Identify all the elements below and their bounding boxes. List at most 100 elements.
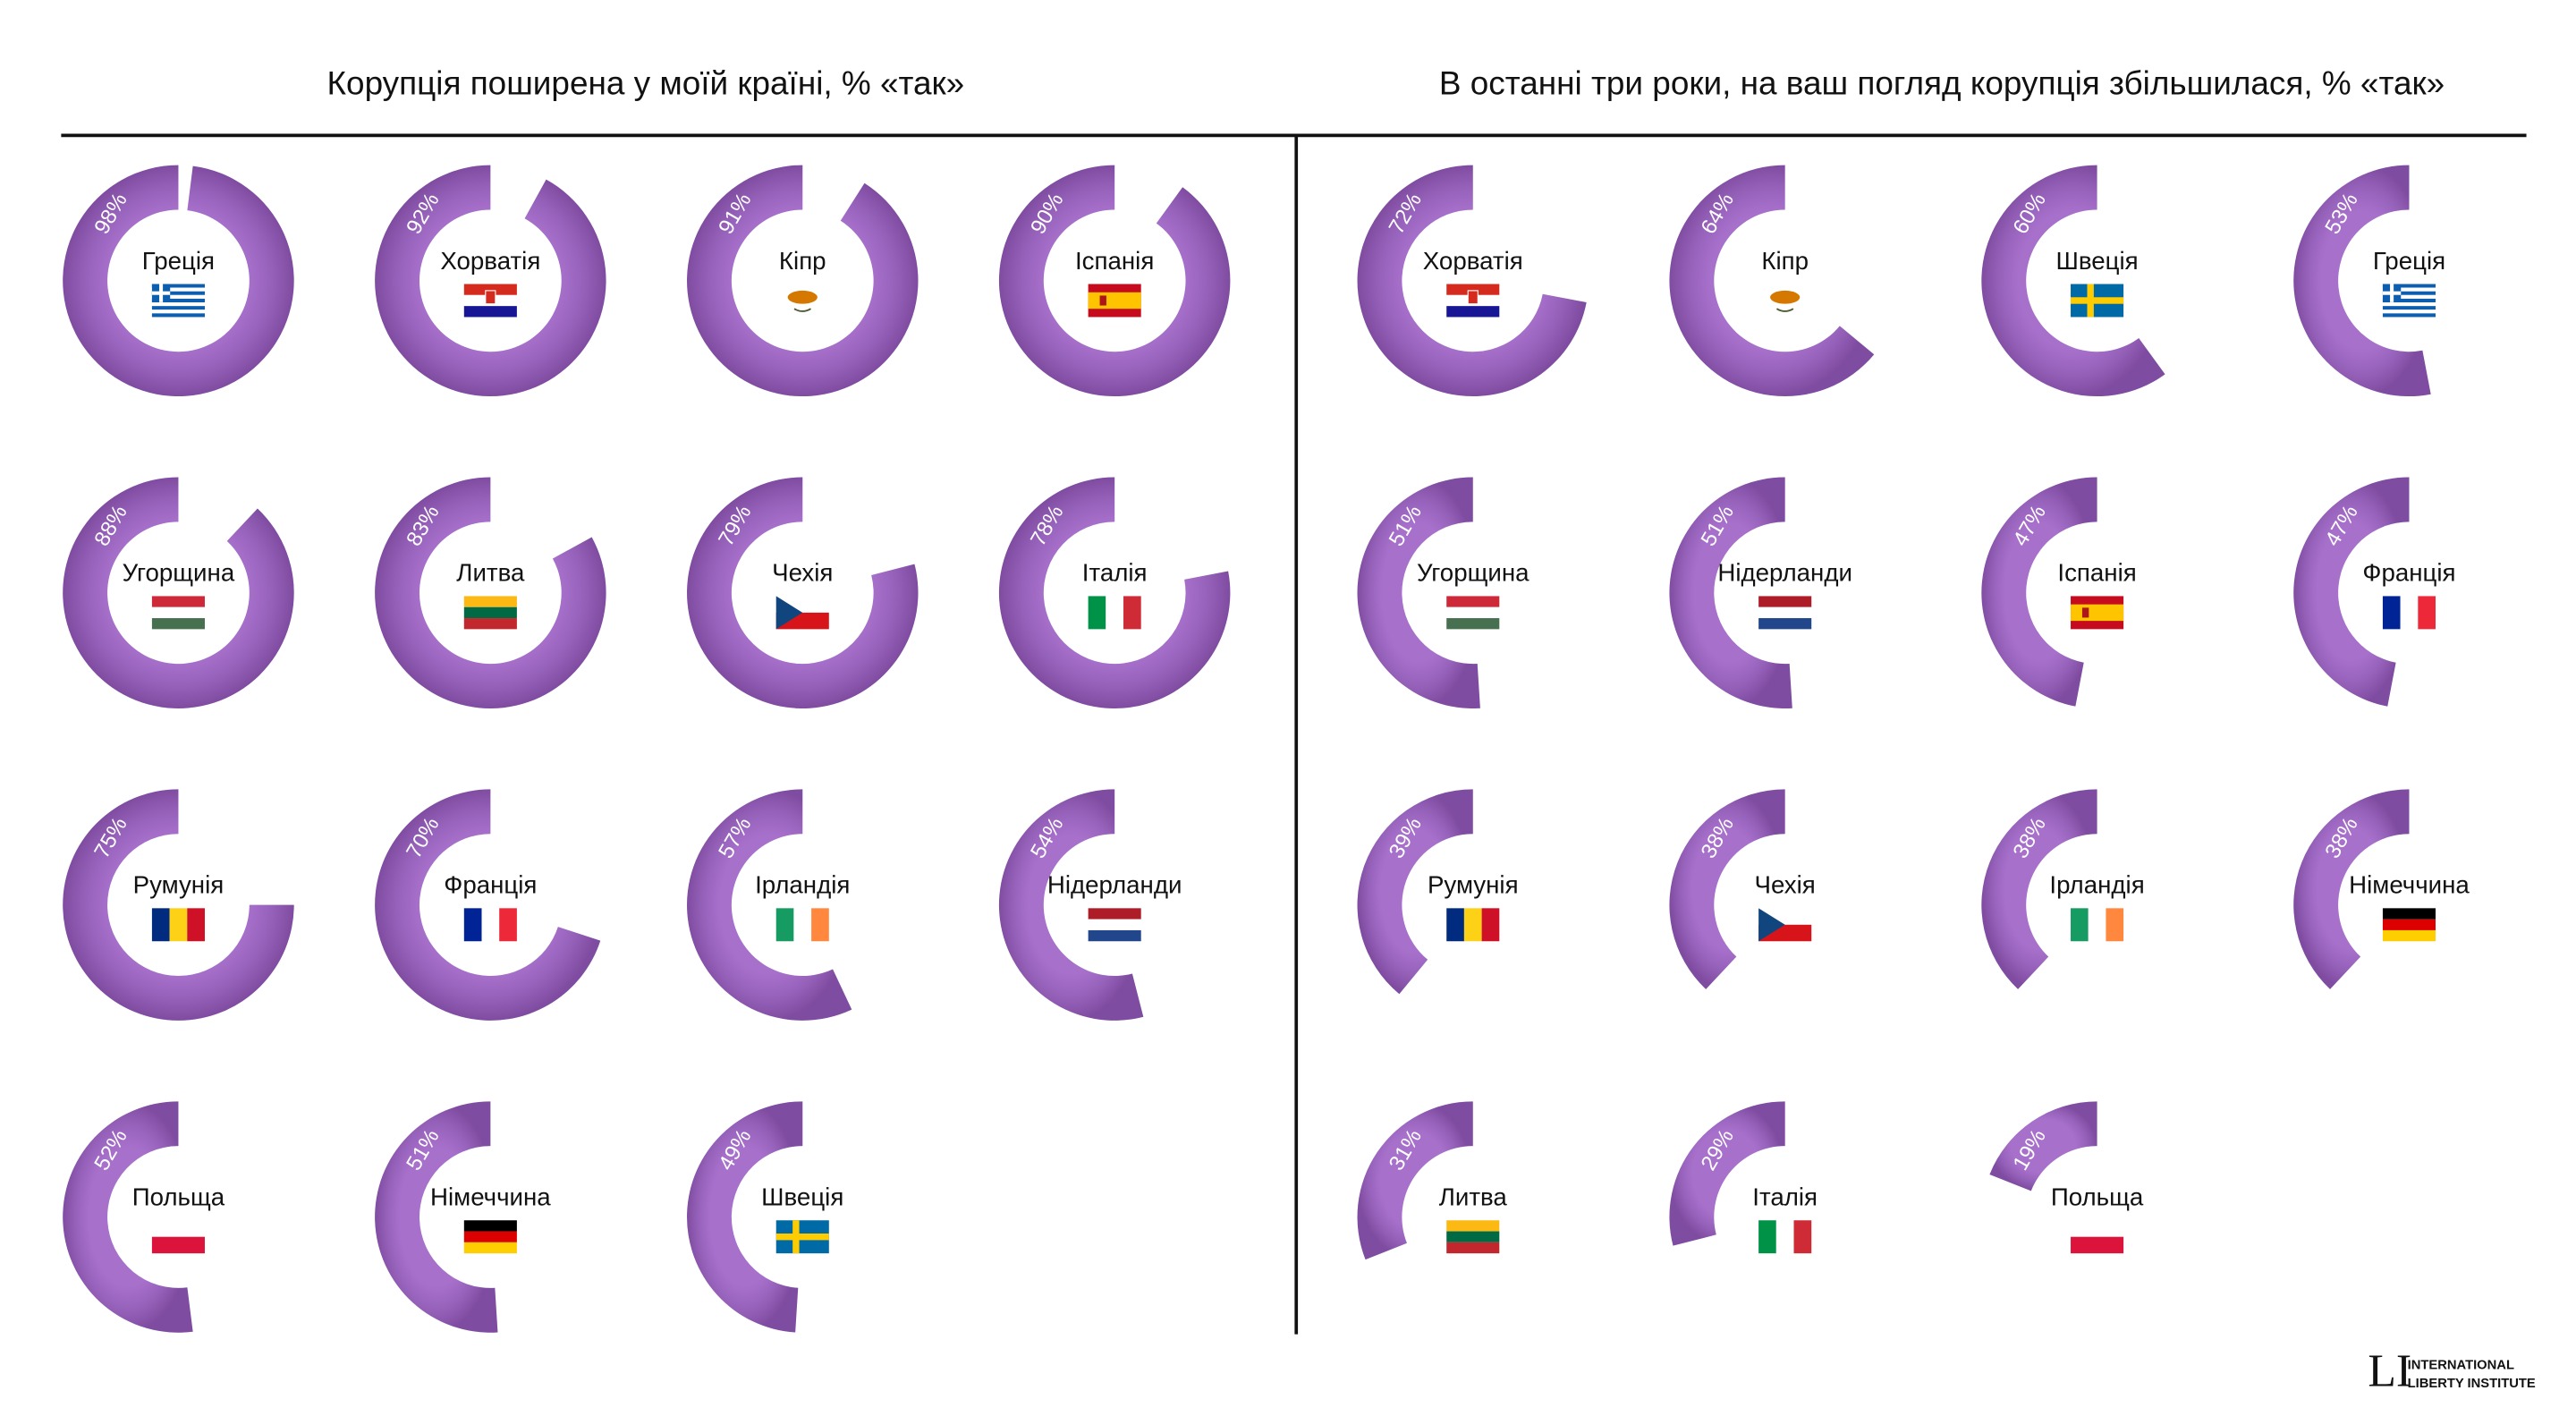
- logo-mark: LI: [2368, 1346, 2411, 1397]
- arc-shade: [1989, 1101, 2097, 1191]
- arc-shade: [687, 477, 919, 708]
- flag-stripe: [1446, 306, 1500, 318]
- flag-stripe: [463, 908, 482, 942]
- logo-text: LIBERTY INSTITUTE: [2408, 1377, 2536, 1391]
- arc-shade: [1357, 1101, 1473, 1260]
- country-name: Угорщина: [1417, 559, 1530, 587]
- flag-part: [2071, 604, 2124, 622]
- flag-stripe: [151, 302, 205, 307]
- flag-stripe: [2382, 306, 2436, 310]
- country-name: Польща: [132, 1183, 225, 1211]
- flag: [775, 596, 829, 630]
- country-name: Франція: [444, 871, 537, 899]
- flag-stripe: [1446, 1220, 1500, 1232]
- arc-shade: [2293, 165, 2431, 397]
- flag: [463, 1220, 517, 1254]
- arc-shade: [63, 165, 294, 397]
- country-name: Греція: [2373, 247, 2445, 275]
- flag-stripe: [1446, 596, 1500, 607]
- flag: [2071, 284, 2124, 318]
- flag-stripe: [2382, 294, 2436, 299]
- flag-stripe: [151, 309, 205, 314]
- flag-stripe: [2382, 596, 2401, 630]
- flag-part: [151, 291, 171, 295]
- arc-shade: [375, 165, 606, 397]
- arc-shade: [687, 789, 852, 1021]
- flag-part: [775, 1234, 829, 1241]
- flag-stripe: [151, 284, 205, 288]
- flag-stripe: [151, 287, 205, 292]
- flag-stripe: [1088, 908, 1141, 920]
- flag-stripe: [1123, 596, 1141, 630]
- arc-shade: [2293, 477, 2410, 707]
- arc-shade: [1357, 477, 1480, 708]
- country-name: Нідерланди: [1047, 871, 1182, 899]
- flag-stripe: [1463, 908, 1482, 942]
- flag-stripe: [151, 596, 205, 607]
- flag-stripe: [2088, 908, 2106, 942]
- flag-stripe: [1446, 1242, 1500, 1254]
- flag-stripe: [463, 1231, 517, 1242]
- arc-shade: [1669, 1101, 1785, 1246]
- flag-part: [787, 290, 818, 304]
- flag: [775, 284, 829, 318]
- flag: [151, 908, 205, 942]
- flag-stripe: [1446, 618, 1500, 630]
- flag-stripe: [2382, 302, 2436, 307]
- flag-stripe: [151, 294, 205, 299]
- flag-part: [1467, 290, 1479, 305]
- flag-stripe: [1088, 596, 1106, 630]
- country-name: Ірландія: [2049, 871, 2144, 899]
- arc-shade: [63, 1101, 193, 1333]
- flag-stripe: [499, 908, 517, 942]
- flag-stripe: [793, 908, 812, 942]
- country-name: Італія: [1752, 1183, 1818, 1211]
- country-name: Угорщина: [123, 559, 235, 587]
- flag-stripe: [151, 306, 205, 310]
- arc-shade: [1357, 789, 1473, 995]
- flag-stripe: [463, 606, 517, 619]
- flag: [2382, 596, 2436, 630]
- flag: [775, 908, 829, 942]
- arc-shade: [687, 1101, 803, 1333]
- country-name: Румунія: [133, 871, 225, 899]
- flag-part: [1088, 292, 1141, 309]
- flag-stripe: [2382, 291, 2436, 295]
- flag-stripe: [187, 908, 205, 942]
- country-name: Чехія: [772, 559, 833, 587]
- flag-stripe: [1446, 284, 1500, 295]
- flag-stripe: [1446, 1231, 1500, 1242]
- country-name: Нідерланди: [1717, 559, 1852, 587]
- arc-shade: [63, 477, 294, 708]
- flag-stripe: [2106, 908, 2124, 942]
- flag-stripe: [1106, 596, 1124, 630]
- flag-stripe: [1088, 929, 1141, 942]
- flag: [463, 596, 517, 630]
- panel-title: В останні три роки, на ваш погляд корупц…: [1439, 65, 2445, 102]
- flag-stripe: [151, 291, 205, 295]
- country-name: Швеція: [2055, 247, 2138, 275]
- arc-shade: [375, 1101, 498, 1333]
- flag: [2382, 908, 2436, 942]
- flag-stripe: [463, 1220, 517, 1232]
- country-name: Хорватія: [1423, 247, 1523, 275]
- flag-stripe: [151, 1236, 205, 1254]
- arc-shade: [375, 477, 606, 708]
- flag: [1446, 1220, 1500, 1254]
- flag: [1758, 284, 1812, 318]
- flag-part: [485, 290, 496, 305]
- flag-stripe: [463, 306, 517, 318]
- arc-shade: [998, 789, 1144, 1021]
- flag-stripe: [2418, 596, 2436, 630]
- flag-stripe: [151, 1220, 205, 1237]
- flag-stripe: [2382, 908, 2436, 920]
- flag-part: [2081, 607, 2089, 618]
- logo: LI INTERNATIONAL LIBERTY INSTITUTE: [2368, 1346, 2536, 1397]
- flag: [463, 908, 517, 942]
- flag-stripe: [2382, 919, 2436, 930]
- flag-stripe: [169, 908, 188, 942]
- flag: [151, 284, 205, 318]
- arc-shade: [1981, 165, 2165, 397]
- flag-stripe: [2382, 309, 2436, 314]
